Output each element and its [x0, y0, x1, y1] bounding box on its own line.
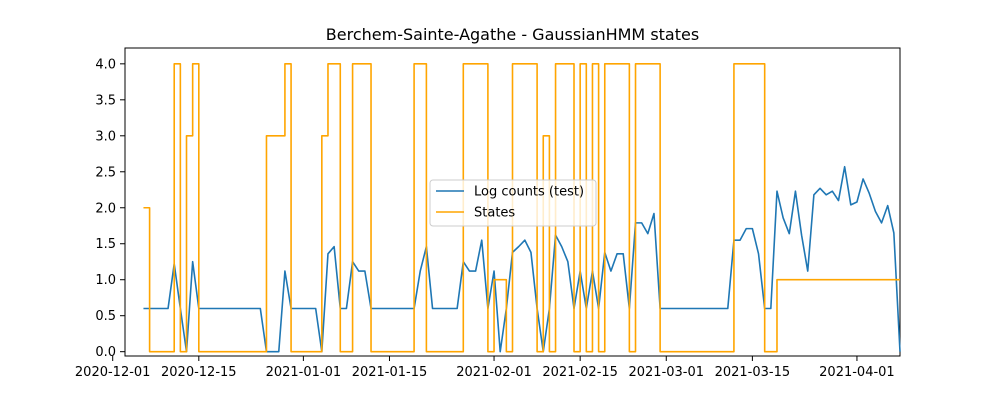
x-tick-label: 2020-12-15	[161, 365, 237, 380]
series-layer	[143, 63, 901, 353]
x-tick-label: 2021-04-01	[819, 365, 895, 380]
x-tick-label: 2021-01-01	[266, 365, 342, 380]
x-axis: 2020-12-01 2020-12-15 2021-01-01 2021-01-15…	[75, 356, 895, 380]
series-line-states	[143, 63, 900, 353]
legend: Log counts (test) States	[429, 179, 597, 227]
x-tick-label: 2021-03-01	[628, 365, 704, 380]
x-tick-label: 2021-03-15	[715, 365, 791, 380]
legend-label-log-counts: Log counts (test)	[474, 185, 584, 200]
y-axis: 0.0 0.5 1.0 1.5 2.0 2.5 3.0 3.5 4.0	[95, 57, 125, 360]
x-tick-label: 2021-02-01	[456, 365, 532, 380]
series-line-log-counts	[143, 165, 901, 353]
legend-box	[429, 179, 597, 227]
y-tick-label: 1.0	[95, 273, 116, 288]
y-tick-label: 2.0	[95, 201, 116, 216]
y-tick-label: 0.5	[95, 309, 116, 324]
x-tick-label: 2021-01-15	[352, 365, 428, 380]
y-tick-label: 3.0	[95, 129, 116, 144]
y-tick-label: 2.5	[95, 165, 116, 180]
x-tick-label: 2020-12-01	[75, 365, 151, 380]
y-tick-label: 4.0	[95, 57, 116, 72]
legend-label-states: States	[474, 206, 515, 221]
x-tick-label: 2021-02-15	[542, 365, 618, 380]
plot-frame	[124, 47, 901, 357]
y-tick-label: 0.0	[95, 345, 116, 360]
plot-area	[124, 47, 901, 357]
y-tick-label: 3.5	[95, 93, 116, 108]
y-tick-label: 1.5	[95, 237, 116, 252]
chart-title: Berchem-Sainte-Agathe - GaussianHMM stat…	[326, 25, 699, 44]
